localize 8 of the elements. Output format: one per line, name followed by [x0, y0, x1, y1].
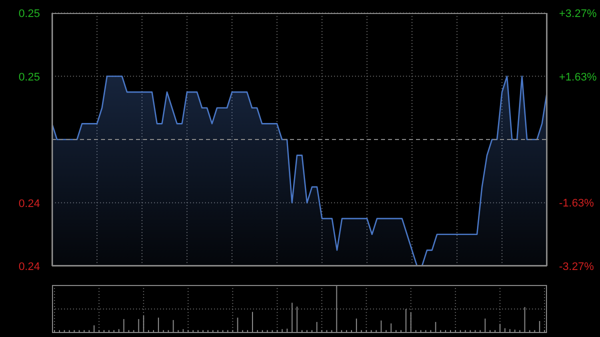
y-tick-label: 0.25 — [18, 8, 40, 20]
y2-tick-label: -1.63% — [559, 198, 594, 210]
y2-tick-label: +3.27% — [559, 8, 597, 20]
y-tick-label: 0.25 — [18, 71, 40, 84]
y-tick-label: 0.24 — [18, 261, 40, 273]
y2-tick-label: -3.27% — [559, 261, 594, 273]
y-tick-label: 0.24 — [18, 198, 40, 210]
y2-tick-label: +1.63% — [559, 71, 597, 84]
